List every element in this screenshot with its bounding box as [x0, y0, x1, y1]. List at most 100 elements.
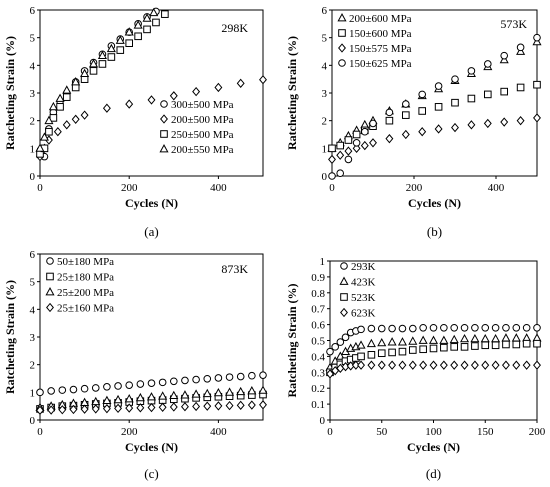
data-point [48, 101, 58, 111]
y-tick-label: 0.7 [311, 304, 325, 316]
data-point [429, 323, 438, 332]
data-point [451, 75, 459, 83]
legend-entry: 25±180 MPa [57, 272, 114, 284]
x-axis-label: Cycles (N) [125, 440, 178, 454]
data-point [169, 402, 178, 412]
legend-marker [160, 100, 168, 108]
data-point [180, 402, 189, 412]
series-diamond [36, 75, 267, 162]
data-point [533, 360, 541, 370]
data-point [80, 404, 89, 414]
data-point [69, 404, 78, 415]
data-point [388, 360, 397, 370]
series-diamond [326, 360, 541, 379]
y-tick-label: 1 [30, 387, 36, 399]
series-diamond [36, 400, 267, 415]
legend-entry: 150±575 MPa [349, 43, 412, 55]
data-point [419, 360, 428, 370]
data-point [91, 384, 100, 392]
data-point [419, 345, 427, 354]
legend-entry: 523K [351, 292, 376, 304]
data-point [147, 402, 156, 413]
data-point [357, 325, 365, 334]
legend-entry: 200±500 MPa [171, 114, 234, 126]
y-axis-label: Ratcheting Strain (%) [3, 36, 17, 150]
data-point [361, 127, 369, 136]
data-point [88, 59, 99, 68]
data-point [500, 51, 509, 60]
y-tick-label: 0.3 [311, 367, 325, 379]
y-tick-label: 6 [30, 5, 36, 17]
data-point [429, 344, 438, 353]
data-point [214, 82, 223, 93]
x-tick-label: 200 [529, 426, 546, 438]
chart-panel-c: 0 1 2 3 4 5 6 0 200 400 Cycles (N) Ratcheting Strai… [3, 249, 268, 481]
data-point [56, 103, 64, 111]
data-point [385, 133, 394, 144]
data-point [500, 117, 509, 127]
data-point [169, 91, 178, 101]
data-point [336, 150, 345, 160]
data-point [69, 385, 78, 394]
data-point [516, 115, 525, 126]
data-point [191, 389, 201, 398]
data-point [39, 132, 50, 141]
data-point [192, 86, 201, 97]
data-point [367, 351, 376, 359]
data-point [501, 360, 510, 370]
data-point [89, 67, 98, 75]
data-point [369, 138, 377, 148]
data-point [80, 110, 89, 120]
data-point [97, 50, 107, 60]
data-point [398, 347, 407, 356]
data-point [449, 334, 459, 344]
data-point [418, 335, 428, 344]
data-point [502, 340, 510, 349]
data-point [47, 387, 55, 395]
data-point [419, 323, 427, 332]
data-point [328, 144, 336, 153]
x-tick-label: 0 [327, 426, 333, 438]
data-point [460, 323, 469, 332]
y-tick-label: 0 [30, 415, 36, 427]
data-point [450, 360, 459, 370]
data-point [203, 401, 212, 411]
temperature-annotation: 298K [221, 21, 248, 35]
data-point [533, 80, 541, 89]
data-point [470, 360, 479, 370]
data-point [58, 386, 67, 394]
data-point [236, 372, 245, 381]
x-tick-label: 100 [425, 426, 442, 438]
data-point [467, 67, 476, 75]
y-tick-label: 3 [30, 332, 36, 344]
data-point [102, 403, 111, 414]
legend-marker [46, 302, 54, 313]
data-point [169, 390, 179, 400]
x-tick-label: 200 [121, 426, 138, 438]
data-point [409, 346, 417, 354]
data-point [418, 107, 426, 115]
data-point [106, 43, 116, 53]
data-point [533, 323, 541, 332]
data-point [500, 87, 508, 96]
data-point [225, 387, 235, 396]
data-point [134, 32, 142, 41]
data-point [336, 338, 345, 346]
data-point [344, 146, 353, 156]
data-point [377, 337, 387, 347]
data-point [328, 154, 336, 165]
data-point [428, 335, 439, 344]
panel-caption: (b) [427, 224, 442, 239]
y-tick-label: 1 [322, 143, 328, 155]
data-point [181, 376, 189, 385]
data-point [377, 324, 386, 333]
data-point [192, 375, 200, 384]
x-tick-label: 0 [37, 182, 43, 194]
y-tick-label: 0.9 [311, 272, 325, 284]
data-point [397, 337, 407, 346]
data-point [451, 122, 459, 133]
series-circle [36, 371, 267, 397]
x-tick-label: 400 [210, 182, 227, 194]
data-point [434, 124, 443, 134]
data-point [460, 360, 469, 370]
